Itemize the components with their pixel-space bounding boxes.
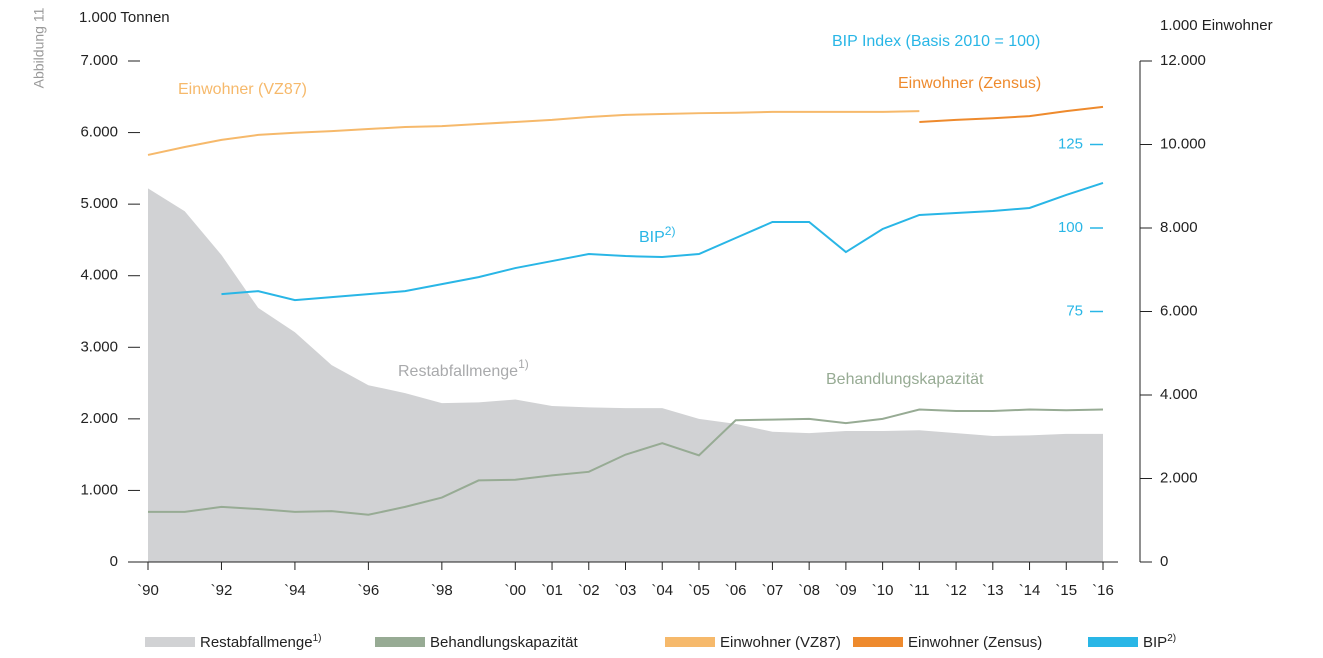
x-tick-label: `09	[835, 582, 857, 599]
legend-text: BIP	[1143, 634, 1167, 651]
annotation: Einwohner (Zensus)	[898, 75, 1041, 92]
x-tick-label: `16	[1092, 582, 1114, 599]
x-tick-label: `13	[982, 582, 1004, 599]
legend-text: Behandlungskapazität	[430, 634, 578, 651]
legend-note: 2)	[1167, 633, 1176, 644]
area	[148, 188, 1103, 562]
annotation: Restabfallmenge1)	[398, 357, 529, 380]
y2-tick-label: 10.000	[1160, 135, 1206, 152]
y-tick-label: 0	[110, 553, 118, 570]
y-tick-label: 6.000	[80, 124, 118, 141]
x-tick-label: `05	[688, 582, 710, 599]
legend-swatch	[665, 637, 715, 647]
x-tick-label: `12	[945, 582, 967, 599]
y2-axis-label: 1.000 Einwohner	[1160, 17, 1273, 34]
legend-label: Behandlungskapazität	[430, 634, 578, 651]
x-tick-label: `90	[137, 582, 159, 599]
x-tick-label: `98	[431, 582, 453, 599]
line	[148, 408, 1104, 516]
x-tick-label: `96	[358, 582, 380, 599]
y-tick-label: 3.000	[80, 338, 118, 355]
annotation-text: Restabfallmenge	[398, 363, 518, 380]
x-tick-label: `03	[615, 582, 637, 599]
x-tick-label: `07	[762, 582, 784, 599]
legend-swatch	[1088, 637, 1138, 647]
annotation: BIP Index (Basis 2010 = 100)	[832, 33, 1040, 50]
annotation-note: 2)	[665, 224, 676, 238]
legend-label: Einwohner (Zensus)	[908, 634, 1042, 651]
legend-swatch	[375, 637, 425, 647]
line	[221, 181, 1104, 302]
legend-label: BIP2)	[1143, 633, 1176, 651]
legend-note: 1)	[313, 633, 322, 644]
annotation-text: BIP	[639, 229, 665, 246]
legend-label: Einwohner (VZ87)	[720, 634, 841, 651]
y2-tick-label: 8.000	[1160, 219, 1198, 236]
y-tick-label: 2.000	[80, 410, 118, 427]
legend-swatch	[145, 637, 195, 647]
plot: `90 `92 `94 `96 `98 `00 `01 `02 `03 `04 `05 `06 `07 `…	[80, 52, 1205, 651]
x-tick-label: `06	[725, 582, 747, 599]
figure-label: Abbildung 11	[31, 7, 47, 88]
y-tick-label: 5.000	[80, 195, 118, 212]
annotation: Behandlungskapazität	[826, 371, 984, 388]
y2-tick-label: 2.000	[1160, 469, 1198, 486]
y2-tick-label: 6.000	[1160, 302, 1198, 319]
x-tick-label: `92	[211, 582, 233, 599]
legend-swatch	[853, 637, 903, 647]
y-tick-label: 4.000	[80, 267, 118, 284]
y2-tick-label: 12.000	[1160, 52, 1206, 69]
x-tick-label: `94	[284, 582, 306, 599]
legend-text: Restabfallmenge	[200, 634, 313, 651]
line	[919, 105, 1104, 123]
x-tick-label: `00	[504, 582, 526, 599]
y3-tick-label: 125	[1058, 135, 1083, 152]
x-tick-label: `04	[651, 582, 673, 599]
x-tick-label: `01	[541, 582, 563, 599]
y-tick-label: 1.000	[80, 481, 118, 498]
y-tick-label: 7.000	[80, 52, 118, 69]
x-tick-label: `08	[798, 582, 820, 599]
line	[147, 110, 920, 156]
y-axis-label: 1.000 Tonnen	[79, 9, 170, 26]
x-tick-label: `10	[872, 582, 894, 599]
x-tick-label: `11	[909, 582, 930, 599]
y3-tick-label: 75	[1066, 302, 1083, 319]
y2-tick-label: 4.000	[1160, 386, 1198, 403]
annotation-note: 1)	[518, 357, 529, 371]
annotation: BIP2)	[639, 224, 675, 246]
x-tick-label: `02	[578, 582, 600, 599]
annotation: Einwohner (VZ87)	[178, 81, 307, 98]
x-tick-label: `15	[1055, 582, 1077, 599]
y3-tick-label: 100	[1058, 219, 1083, 236]
legend-text: Einwohner (Zensus)	[908, 634, 1042, 651]
legend-text: Einwohner (VZ87)	[720, 634, 841, 651]
legend-label: Restabfallmenge1)	[200, 633, 321, 651]
x-tick-label: `14	[1019, 582, 1041, 599]
y2-tick-label: 0	[1160, 553, 1168, 570]
